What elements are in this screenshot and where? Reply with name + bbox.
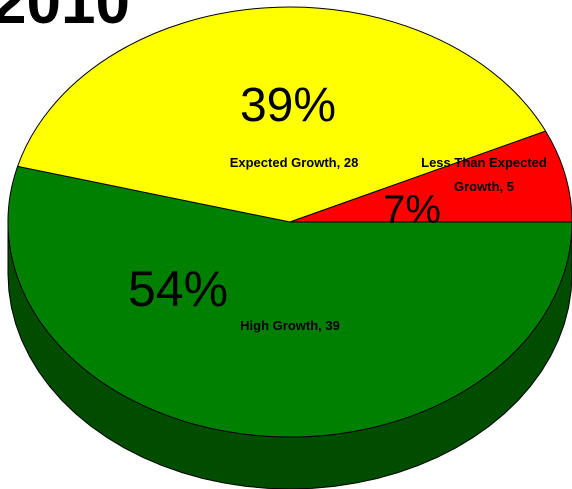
percent-label-2: 7%: [383, 188, 441, 232]
data-label-1: Expected Growth, 28: [230, 155, 359, 170]
pie-slice-0: [7, 165, 572, 438]
data-label-0: High Growth, 39: [240, 318, 340, 333]
percent-label-1: 39%: [240, 79, 336, 132]
percent-label-0: 54%: [128, 261, 228, 317]
pie-slice-1: [16, 6, 547, 223]
data-label-2: Less Than Expected Growth, 5: [421, 155, 547, 194]
chart-title: 2010: [0, 0, 130, 37]
